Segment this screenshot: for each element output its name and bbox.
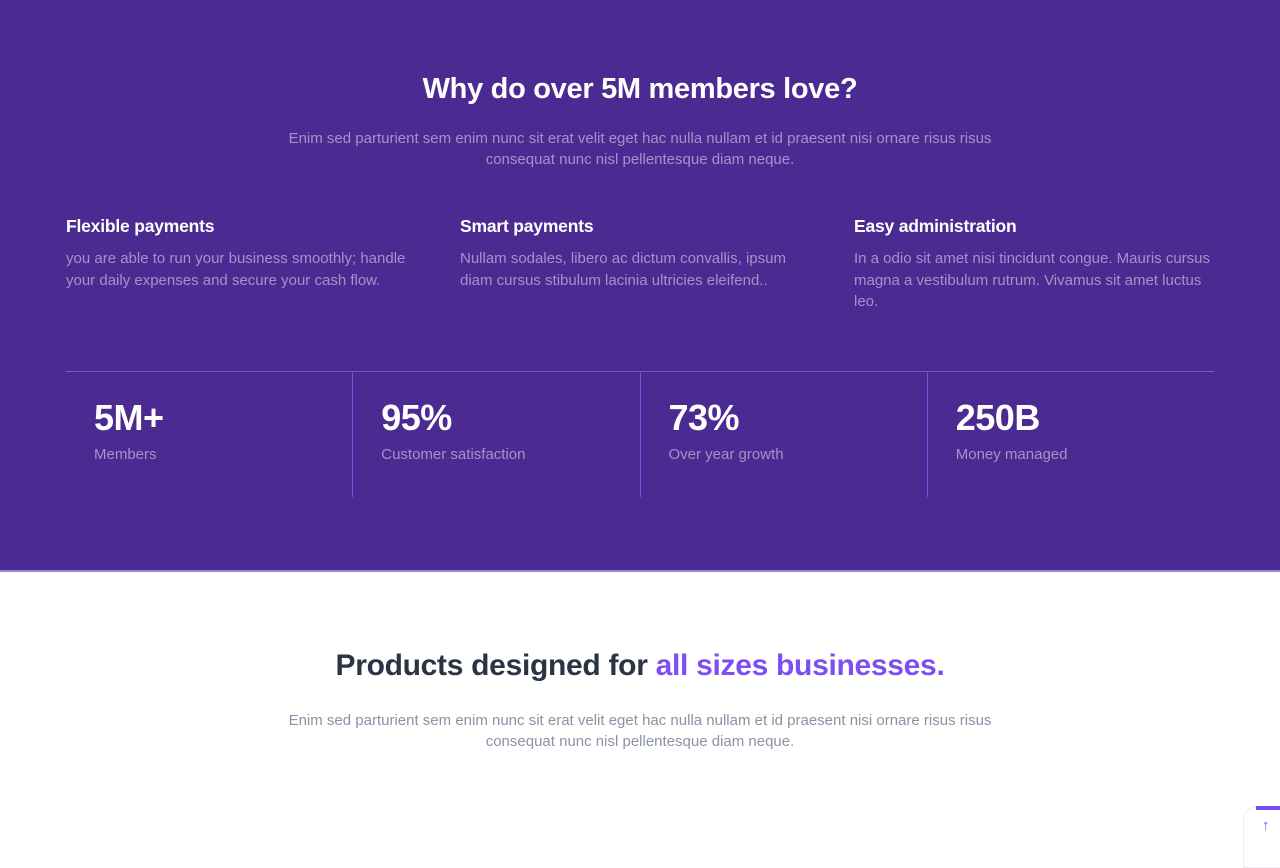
feature-flexible-payments: Flexible payments you are able to run yo…: [66, 216, 426, 313]
products-subtitle: Enim sed parturient sem enim nunc sit er…: [0, 710, 1280, 752]
hero-title: Why do over 5M members love?: [422, 73, 858, 105]
features-row: Flexible payments you are able to run yo…: [66, 216, 1214, 313]
products-title: Products designed for all sizes business…: [0, 572, 1280, 686]
stat-members: 5M+ Members: [66, 372, 352, 497]
scroll-to-top-button[interactable]: ↑: [1243, 806, 1280, 868]
stat-value: 250B: [955, 396, 1041, 438]
products-title-prefix: Products designed for: [335, 649, 656, 682]
scroll-top-accent-bar: [1256, 806, 1280, 810]
products-subtitle-line: Enim sed parturient sem enim nunc sit er…: [288, 712, 992, 729]
feature-body: you are able to run your business smooth…: [66, 250, 406, 289]
products-subtitle-line: consequat nunc nisl pellentesque diam ne…: [485, 733, 795, 750]
feature-easy-administration: Easy administration In a odio sit amet n…: [854, 216, 1214, 313]
feature-title: Easy administration: [854, 216, 1017, 236]
stat-value: 95%: [381, 396, 452, 438]
feature-smart-payments: Smart payments Nullam sodales, libero ac…: [460, 216, 820, 313]
feature-body: Nullam sodales, libero ac dictum convall…: [460, 250, 786, 289]
stat-label: Members: [94, 445, 157, 463]
stats-row: 5M+ Members 95% Customer satisfaction 73…: [66, 370, 1214, 497]
stat-customer-satisfaction: 95% Customer satisfaction: [352, 371, 639, 497]
hero-subtitle-line: Enim sed parturient sem enim nunc sit er…: [288, 130, 992, 147]
stat-label: Money managed: [955, 445, 1068, 463]
hero-subtitle: Enim sed parturient sem enim nunc sit er…: [66, 128, 1214, 170]
feature-body: In a odio sit amet nisi tincidunt congue…: [854, 250, 1211, 310]
stat-value: 73%: [668, 396, 740, 438]
stat-label: Over year growth: [668, 445, 784, 463]
feature-title: Flexible payments: [66, 216, 215, 236]
feature-title: Smart payments: [460, 216, 594, 236]
hero-container: Why do over 5M members love? Enim sed pa…: [66, 0, 1214, 497]
stat-over-year-growth: 73% Over year growth: [639, 371, 927, 497]
products-title-accent: all sizes businesses.: [655, 649, 945, 682]
stat-value: 5M+: [94, 396, 164, 438]
products-section: Products designed for all sizes business…: [0, 572, 1280, 752]
hero-section: Why do over 5M members love? Enim sed pa…: [0, 0, 1280, 572]
hero-subtitle-line: consequat nunc nisl pellentesque diam ne…: [485, 151, 795, 168]
stat-label: Customer satisfaction: [381, 445, 526, 463]
stat-money-managed: 250B Money managed: [926, 371, 1214, 497]
arrow-up-icon: ↑: [1262, 817, 1270, 834]
